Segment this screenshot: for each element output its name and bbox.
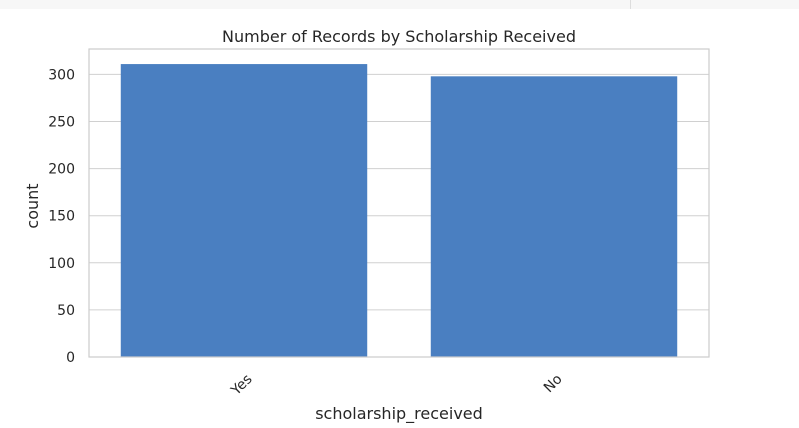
y-tick-label: 250 xyxy=(48,115,75,131)
x-axis-label: scholarship_received xyxy=(315,404,483,424)
bar-yes xyxy=(120,64,368,357)
bar-no xyxy=(430,76,678,357)
y-tick-label: 300 xyxy=(48,67,75,83)
y-tick-label: 0 xyxy=(66,350,75,366)
x-tick-label: No xyxy=(541,371,566,396)
y-tick-label: 50 xyxy=(57,303,75,319)
y-tick-label: 200 xyxy=(48,162,75,178)
x-tick-label: Yes xyxy=(228,371,256,399)
top-bar xyxy=(0,0,799,9)
y-ticks: 0 50 100 150 200 250 300 xyxy=(48,67,75,366)
top-bar-divider xyxy=(630,0,631,9)
bars xyxy=(120,64,678,357)
y-tick-label: 150 xyxy=(48,209,75,225)
x-ticks: Yes No xyxy=(228,371,566,399)
plot-frame xyxy=(88,48,710,358)
chart-title: Number of Records by Scholarship Receive… xyxy=(222,27,576,46)
y-tick-label: 100 xyxy=(48,256,75,272)
y-axis-label: count xyxy=(23,183,42,228)
